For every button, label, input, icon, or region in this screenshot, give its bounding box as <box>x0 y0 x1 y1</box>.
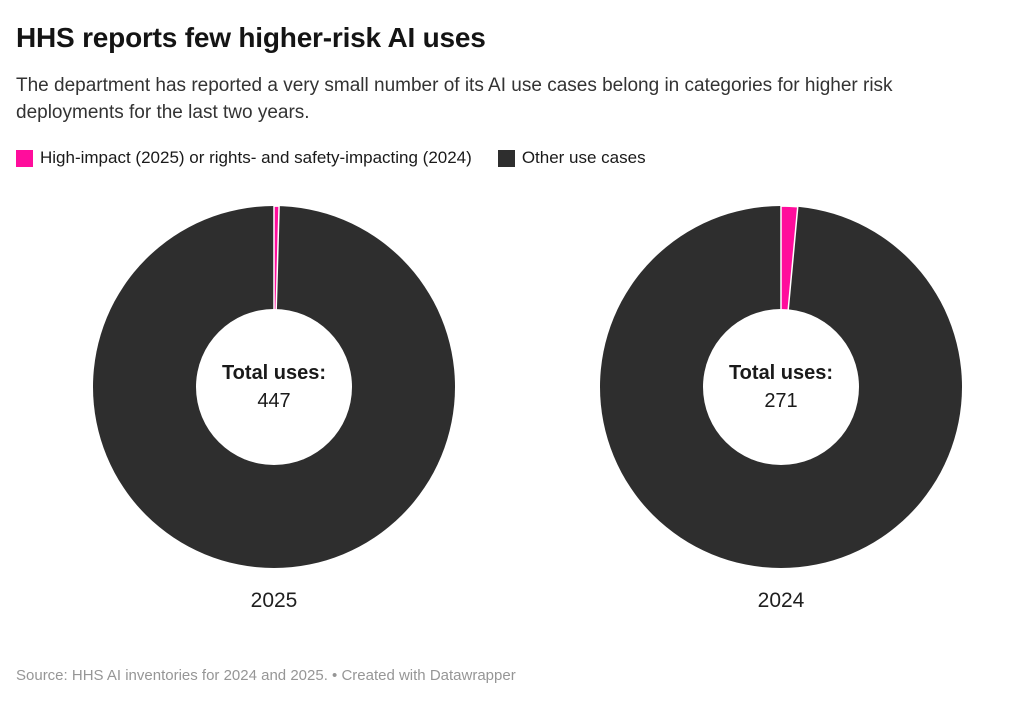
donut-2025: Total uses: 447 2025 <box>91 204 457 614</box>
donut-2024-plot: Total uses: 271 <box>598 204 964 570</box>
donut-2024-year-label: 2024 <box>757 589 805 612</box>
donut-2024: Total uses: 271 2024 <box>598 204 964 614</box>
legend-swatch-high-impact-icon <box>16 149 33 167</box>
donut-2025-pie[interactable] <box>91 204 457 570</box>
legend-swatch-other-icon <box>497 149 515 167</box>
donut-2025-year-label: 2025 <box>250 589 298 612</box>
legend-item-high-impact: High-impact (2025) or rights- and safety… <box>16 148 472 168</box>
legend: High-impact (2025) or rights- and safety… <box>16 148 1007 168</box>
donut-2025-plot: Total uses: 447 <box>91 204 457 570</box>
charts-row: Total uses: 447 2025 Total uses: 271 202… <box>16 204 1007 614</box>
chart-title: HHS reports few higher-risk AI uses <box>16 22 486 53</box>
legend-label-high-impact: High-impact (2025) or rights- and safety… <box>40 148 472 167</box>
legend-item-other: Other use cases <box>497 148 646 168</box>
donut-2024-pie[interactable] <box>598 204 964 570</box>
chart-subtitle: The department has reported a very small… <box>16 75 893 123</box>
source-line: Source: HHS AI inventories for 2024 and … <box>16 667 516 684</box>
legend-label-other: Other use cases <box>521 148 646 167</box>
